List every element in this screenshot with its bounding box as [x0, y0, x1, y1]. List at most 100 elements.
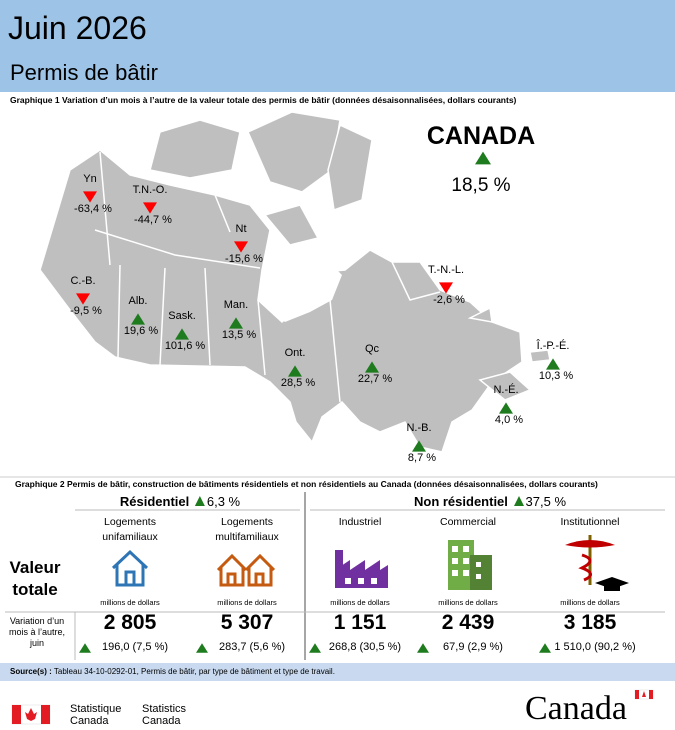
- caption: Graphique 1 Variation d’un mois à l’autr…: [10, 95, 517, 105]
- arrow-up: [79, 643, 91, 653]
- source-band: [0, 663, 675, 681]
- item-change: 268,8 (30,5 %): [328, 641, 402, 653]
- arrow-up: [194, 496, 205, 506]
- region-value: -9,5 %: [70, 305, 102, 317]
- arrow-up: [513, 496, 524, 506]
- arrow-up: [309, 643, 321, 653]
- region-label: Ont.: [284, 347, 306, 359]
- spacer: [189, 494, 193, 509]
- subtitle: Permis de bâtir: [10, 60, 158, 85]
- arrow-down: [83, 191, 97, 203]
- group-change: 37,5 %: [525, 494, 567, 509]
- map: [39, 111, 551, 453]
- footer-fr: Statistique Canada: [70, 703, 122, 727]
- region-value: -2,6 %: [433, 294, 465, 306]
- region-value: 101,6 %: [164, 340, 206, 352]
- caption: Graphique 2 Permis de bâtir, constructio…: [15, 479, 598, 489]
- spacer: [508, 494, 512, 509]
- item-value: 2 439: [441, 611, 495, 634]
- arrow-down: [143, 202, 157, 214]
- arrow-up: [229, 317, 243, 329]
- item-unit: millions de dollars: [100, 598, 160, 607]
- arrow-up: [546, 358, 560, 370]
- item-value: 1 151: [333, 611, 387, 634]
- item-value: 3 185: [563, 611, 617, 634]
- arrow-up: [175, 328, 189, 340]
- flag: [11, 689, 654, 725]
- region-label: Yn: [83, 173, 97, 185]
- region-value: -44,7 %: [134, 214, 172, 226]
- icon-caduceus: [565, 535, 629, 591]
- canada-label: CANADA: [426, 122, 536, 150]
- region-label: T.N.-O.: [132, 184, 168, 196]
- group-title: Résidentiel: [119, 494, 190, 509]
- arrow-down: [234, 241, 248, 253]
- item-unit: millions de dollars: [217, 598, 277, 607]
- item-unit: millions de dollars: [438, 598, 498, 607]
- group-title: Non résidentiel: [413, 494, 508, 509]
- icon-factory: [335, 550, 388, 588]
- row-label: Variation d’un mois à l’autre, juin: [8, 616, 66, 648]
- region-value: -63,4 %: [74, 203, 112, 215]
- arrow-up: [196, 643, 208, 653]
- region-label: Qc: [364, 343, 380, 355]
- icon-building: [448, 540, 492, 590]
- canada-value: 18,5 %: [451, 175, 511, 196]
- region-label: Nt: [235, 223, 247, 235]
- source-label: Source(s) :: [10, 667, 52, 676]
- wordmark: Canada: [525, 690, 627, 727]
- region-label: Î.-P.-É.: [536, 340, 570, 352]
- item-value: 2 805: [103, 611, 157, 634]
- item-name: Industriel: [338, 516, 382, 528]
- region-label: Man.: [223, 299, 249, 311]
- group-header: Résidentiel 6,3 %: [120, 494, 240, 509]
- region-value: 10,3 %: [538, 370, 574, 382]
- group-change: 6,3 %: [206, 494, 241, 509]
- source: Source(s) : Tableau 34-10-0292-01, Permi…: [10, 667, 335, 676]
- arrow-down: [439, 282, 453, 294]
- region-value: 19,6 %: [123, 325, 159, 337]
- arrow-down: [76, 293, 90, 305]
- item-change: 67,9 (2,9 %): [443, 641, 503, 653]
- item-name: Institutionnel: [560, 516, 620, 528]
- borders: [94, 151, 441, 403]
- arrow-up: [365, 361, 379, 373]
- arrow-up: [417, 643, 429, 653]
- row-label: Valeur totale: [9, 558, 61, 599]
- item-value: 5 307: [220, 611, 274, 634]
- group-header: Non résidentiel 37,5 %: [414, 494, 566, 509]
- icon-single-house: [111, 549, 149, 587]
- item-name: Commercial: [439, 516, 496, 528]
- icon-multi-house: [216, 553, 276, 587]
- region-label: T.-N.-L.: [427, 264, 465, 276]
- arrow-up: [412, 440, 426, 452]
- item-name: Logements unifamiliaux: [102, 516, 158, 543]
- item-change: 196,0 (7,5 %): [101, 641, 169, 653]
- arrow-up: [131, 313, 145, 325]
- region-value: 13,5 %: [221, 329, 257, 341]
- region-value: -15,6 %: [225, 253, 263, 265]
- item-unit: millions de dollars: [560, 598, 620, 607]
- arrow-up: [539, 643, 551, 653]
- region-label: Alb.: [128, 295, 148, 307]
- item-change: 283,7 (5,6 %): [218, 641, 286, 653]
- footer-en: Statistics Canada: [142, 703, 187, 727]
- item-change: 1 510,0 (90,2 %): [554, 641, 636, 653]
- region-value: 8,7 %: [407, 452, 437, 464]
- hudson-bay: [258, 250, 342, 322]
- arrow-up: [288, 365, 302, 377]
- region-value: 22,7 %: [357, 373, 393, 385]
- region-label: Sask.: [168, 310, 196, 322]
- item-unit: millions de dollars: [330, 598, 390, 607]
- item-name: Logements multifamiliaux: [215, 516, 279, 543]
- region-label: C.-B.: [70, 275, 96, 287]
- source-text: Tableau 34-10-0292-01, Permis de bâtir, …: [53, 667, 335, 676]
- region-label: N.-B.: [406, 422, 432, 434]
- arrow-up: [499, 402, 513, 414]
- region-label: N.-É.: [493, 384, 519, 396]
- title: Juin 2026: [8, 10, 147, 46]
- region-value: 28,5 %: [280, 377, 316, 389]
- header-band: [0, 0, 675, 92]
